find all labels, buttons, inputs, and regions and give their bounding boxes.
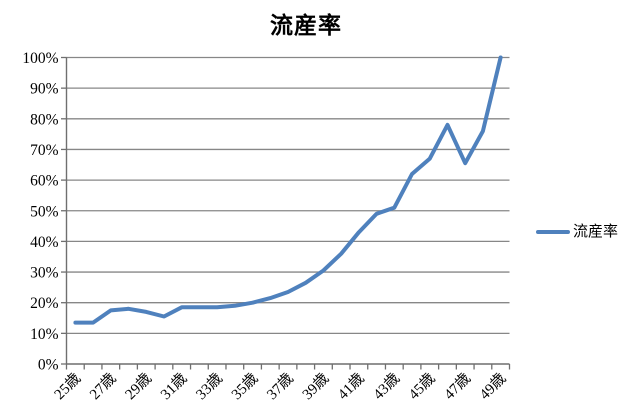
- x-axis-label: 45歳: [405, 370, 438, 403]
- legend-line-marker: [536, 230, 570, 234]
- x-axis-label: 25歳: [51, 370, 84, 403]
- x-axis-label: 35歳: [228, 370, 261, 403]
- y-axis-label: 40%: [30, 234, 59, 251]
- y-axis-label: 70%: [30, 142, 59, 159]
- y-axis-label: 90%: [30, 81, 59, 98]
- x-axis-label: 37歳: [264, 370, 297, 403]
- x-axis-label: 39歳: [299, 370, 332, 403]
- y-axis-label: 100%: [22, 50, 58, 67]
- y-axis-label: 10%: [30, 326, 59, 343]
- x-axis-label: 31歳: [157, 370, 190, 403]
- y-axis-label: 0%: [38, 357, 59, 374]
- x-axis-label: 49歳: [476, 370, 509, 403]
- y-axis-label: 30%: [30, 265, 59, 282]
- y-axis-label: 50%: [30, 203, 59, 220]
- y-axis-label: 60%: [30, 173, 59, 190]
- x-axis-label: 41歳: [334, 370, 367, 403]
- x-axis-label: 33歳: [193, 370, 226, 403]
- legend-series-label: 流産率: [573, 224, 619, 240]
- legend: 流産率: [536, 224, 618, 240]
- chart-title: 流産率: [270, 13, 342, 38]
- x-axis-label: 29歳: [122, 370, 155, 403]
- y-axis-label: 20%: [30, 295, 59, 312]
- x-axis-label: 47歳: [441, 370, 474, 403]
- y-axis-label: 80%: [30, 111, 59, 128]
- series-line-miscarriage-rate: [73, 55, 503, 325]
- x-axis-label: 43歳: [370, 370, 403, 403]
- x-axis-label: 27歳: [86, 370, 119, 403]
